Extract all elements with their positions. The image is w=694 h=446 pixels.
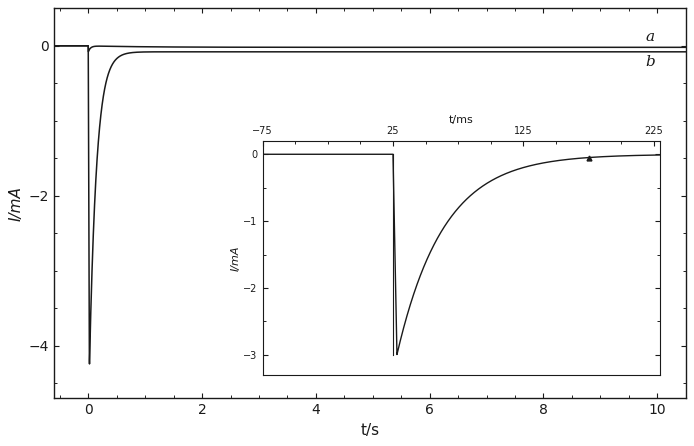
Text: a: a [646,30,655,44]
Text: b: b [646,55,656,69]
Y-axis label: I/mA: I/mA [8,186,24,221]
X-axis label: t/s: t/s [360,423,380,438]
